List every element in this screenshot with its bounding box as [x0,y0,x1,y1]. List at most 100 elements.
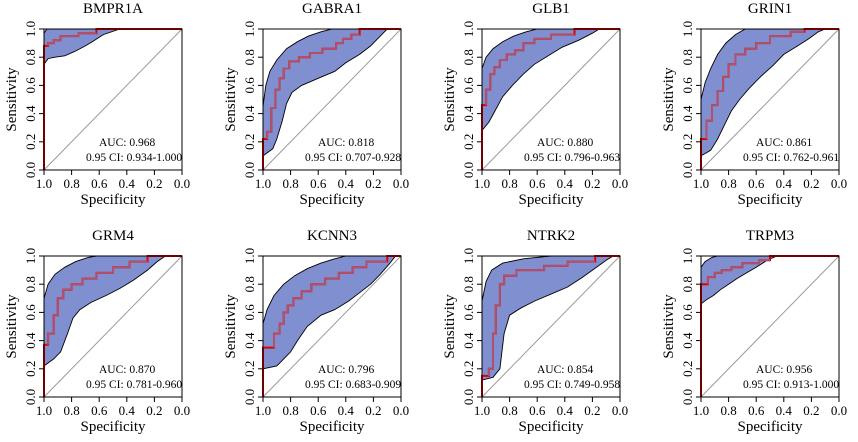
y-axis-label: Sensitivity [442,294,458,359]
y-tick-label: 0.4 [242,332,257,349]
x-tick-label: 1.0 [255,403,271,418]
roc-curve-interior [273,260,388,348]
ci-annotation: 0.95 CI: 0.749-0.958 [524,379,620,391]
x-tick-label: 1.0 [36,176,52,191]
roc-panel: GRM4 1.0 0.8 0.6 0.4 0.2 0.0 0.0 0.2 0.4 0.6 0.8 1.0… [4,228,190,435]
y-tick-label: 0.8 [242,49,257,65]
x-axis-label: Specificity [81,192,146,208]
ci-band [700,255,839,397]
panel-title: KCNN3 [307,228,357,244]
x-tick-label: 0.8 [720,403,736,418]
roc-panel: NTRK2 1.0 0.8 0.6 0.4 0.2 0.0 0.0 0.2 0.4 0.6 0.8 1.… [442,228,628,435]
y-axis-label: Sensitivity [223,294,239,359]
x-axis-label: Specificity [738,192,803,208]
x-tick-label: 0.6 [748,403,765,418]
x-tick-label: 0.6 [91,403,108,418]
x-tick-label: 0.6 [529,176,546,191]
y-tick-label: 0.0 [242,389,257,405]
y-tick-label: 0.4 [680,332,695,349]
plot-frame [700,255,840,398]
x-tick-label: 0.0 [831,176,847,191]
y-tick-label: 0.6 [242,304,257,321]
y-tick-label: 1.0 [242,248,257,264]
ci-annotation: 0.95 CI: 0.707-0.928 [305,152,401,164]
y-tick-label: 0.6 [461,304,476,321]
roc-curve-interior [487,260,596,376]
x-axis-label: Specificity [300,192,365,208]
panel-title: TRPM3 [746,228,794,244]
y-tick-label: 0.2 [680,134,695,150]
diagonal-reference-line [700,28,840,171]
roc-curve-interior [47,32,97,46]
x-tick-label: 0.2 [146,176,162,191]
roc-panel: TRPM3 1.0 0.8 0.6 0.4 0.2 0.0 0.0 0.2 0.4 0.6 0.8 1.… [661,228,847,435]
diagonal-reference-line [262,255,402,398]
ci-band [43,255,182,397]
x-tick-label: 0.6 [310,403,327,418]
ci-annotation: 0.95 CI: 0.913-1.000 [743,379,839,391]
x-tick-label: 1.0 [693,403,709,418]
y-tick-label: 1.0 [461,248,476,264]
ci-band [481,255,620,397]
x-tick-label: 1.0 [474,176,490,191]
x-tick-label: 0.2 [146,403,162,418]
x-tick-label: 0.4 [338,403,355,418]
y-tick-label: 0.0 [680,389,695,405]
x-tick-label: 0.0 [831,403,847,418]
x-tick-label: 0.0 [174,176,190,191]
auc-annotation: AUC: 0.968 [99,137,155,149]
ci-annotation: 0.95 CI: 0.781-0.960 [86,379,182,391]
ci-band [481,28,620,170]
y-tick-label: 1.0 [680,248,695,264]
panel-title: NTRK2 [527,228,575,244]
ci-annotation: 0.95 CI: 0.762-0.961 [743,152,839,164]
plot-frame [43,255,183,398]
x-tick-label: 0.8 [501,176,517,191]
roc-curve-interior [706,259,770,285]
x-tick-label: 1.0 [474,403,490,418]
y-tick-label: 1.0 [23,248,38,264]
y-tick-label: 0.6 [23,304,38,321]
y-tick-label: 0.0 [461,389,476,405]
x-tick-label: 0.2 [803,176,819,191]
roc-panel: BMPR1A 1.0 0.8 0.6 0.4 0.2 0.0 0.0 0.2 0.4 0.6 0.8 1… [4,1,190,208]
x-tick-label: 0.2 [803,403,819,418]
plot-frame [43,28,183,171]
y-tick-label: 0.2 [242,361,257,377]
x-tick-label: 1.0 [255,176,271,191]
plot-frame [700,28,840,171]
y-axis-label: Sensitivity [442,67,458,132]
plot-frame [262,255,402,398]
roc-panel: GABRA1 1.0 0.8 0.6 0.4 0.2 0.0 0.0 0.2 0.4 0.6 0.8 1… [223,1,409,208]
auc-annotation: AUC: 0.854 [537,364,593,376]
y-tick-label: 0.6 [680,77,695,94]
x-tick-label: 0.2 [365,176,381,191]
x-tick-label: 1.0 [693,176,709,191]
y-tick-label: 0.8 [680,276,695,292]
roc-curve-interior [705,30,805,139]
y-tick-label: 0.0 [680,162,695,178]
ci-band [262,255,401,397]
ci-annotation: 0.95 CI: 0.796-0.963 [524,152,620,164]
y-tick-label: 0.6 [242,77,257,94]
y-tick-label: 0.8 [23,276,38,292]
x-axis-label: Specificity [300,419,365,435]
y-tick-label: 0.0 [242,162,257,178]
ci-annotation: 0.95 CI: 0.683-0.909 [305,379,401,391]
x-tick-label: 0.4 [119,176,136,191]
roc-curve-interior [47,260,148,345]
x-axis-label: Specificity [81,419,146,435]
y-tick-label: 0.4 [242,105,257,122]
y-tick-label: 0.2 [461,134,476,150]
x-tick-label: 0.4 [557,176,574,191]
y-tick-label: 1.0 [242,21,257,37]
y-tick-label: 0.2 [242,134,257,150]
x-tick-label: 0.8 [282,176,298,191]
x-tick-label: 0.4 [776,176,793,191]
x-tick-label: 0.6 [91,176,108,191]
plot-frame [481,28,621,171]
diagonal-reference-line [43,255,183,398]
roc-curve-interior [266,33,360,139]
roc-panel: GRIN1 1.0 0.8 0.6 0.4 0.2 0.0 0.0 0.2 0.4 0.6 0.8 1.… [661,1,847,208]
roc-panel: KCNN3 1.0 0.8 0.6 0.4 0.2 0.0 0.0 0.2 0.4 0.6 0.8 1.… [223,228,409,435]
